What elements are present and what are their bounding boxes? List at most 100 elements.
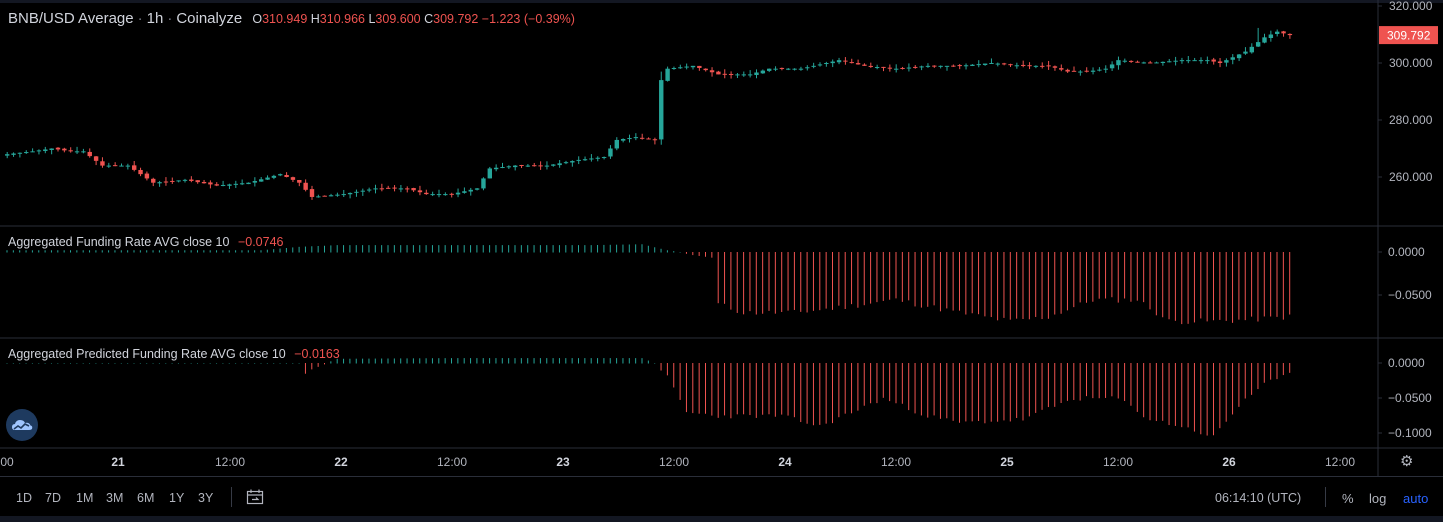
candle[interactable] [239,183,245,185]
candle[interactable] [1148,62,1153,64]
candle[interactable] [1122,60,1127,62]
candle[interactable] [684,66,689,68]
candle[interactable] [906,67,912,69]
candle[interactable] [1211,59,1216,62]
candle[interactable] [1275,31,1280,34]
range-3m-button[interactable]: 3M [106,491,124,505]
range-1y-button[interactable]: 1Y [169,491,185,505]
candle[interactable] [1154,62,1159,64]
candle[interactable] [1001,63,1007,65]
candle[interactable] [925,65,931,67]
funding-legend[interactable]: Aggregated Funding Rate AVG close 10 −0.… [8,235,283,249]
candle[interactable] [678,67,683,69]
candle[interactable] [659,80,664,140]
candle[interactable] [817,64,823,66]
candle[interactable] [500,167,505,169]
candle[interactable] [1078,71,1083,73]
candle[interactable] [132,165,137,170]
candle[interactable] [112,165,118,167]
candle[interactable] [767,68,772,71]
candle[interactable] [1014,65,1020,67]
candle[interactable] [405,188,410,190]
candle[interactable] [1205,60,1210,62]
candle[interactable] [532,165,537,167]
candle[interactable] [938,65,943,67]
auto-scale-toggle[interactable]: auto [1403,491,1429,506]
candle[interactable] [417,190,423,193]
candle[interactable] [1255,42,1261,47]
candle[interactable] [436,194,442,196]
range-1d-button[interactable]: 1D [16,491,32,505]
candle[interactable] [747,74,753,76]
candle[interactable] [176,180,181,182]
candle[interactable] [290,177,296,180]
candle[interactable] [836,60,842,63]
candle[interactable] [525,165,531,167]
candle[interactable] [576,159,581,161]
candle[interactable] [265,177,270,180]
candle[interactable] [87,151,92,157]
candle[interactable] [1090,70,1096,72]
candle[interactable] [849,62,854,64]
range-6m-button[interactable]: 6M [137,491,155,505]
candle[interactable] [284,175,289,177]
candle[interactable] [1040,65,1045,67]
candle[interactable] [824,63,829,64]
candle[interactable] [195,180,200,183]
candle[interactable] [347,192,353,195]
candle[interactable] [582,159,588,161]
candle[interactable] [830,61,835,64]
candle[interactable] [703,68,708,71]
candle[interactable] [970,64,975,66]
candle[interactable] [1224,60,1229,63]
candle[interactable] [1097,69,1102,71]
candle[interactable] [1027,65,1032,67]
candle[interactable] [474,188,480,190]
candle[interactable] [303,182,308,190]
candle[interactable] [735,74,740,76]
candle[interactable] [786,68,791,70]
candle[interactable] [373,188,378,190]
candle[interactable] [855,63,861,65]
candle[interactable] [1008,64,1013,66]
candle[interactable] [252,180,258,183]
candle[interactable] [1065,69,1070,72]
candle[interactable] [1281,31,1286,34]
candle[interactable] [887,67,893,69]
candle[interactable] [728,73,734,75]
candle[interactable] [620,139,626,141]
candle[interactable] [182,179,188,181]
candle[interactable] [1071,70,1077,72]
funding-rate-histogram[interactable] [6,244,1291,325]
candle[interactable] [894,68,899,70]
candle[interactable] [982,63,988,65]
candles-group[interactable] [5,27,1293,200]
candle[interactable] [328,195,334,197]
candle[interactable] [932,65,937,67]
candle[interactable] [309,189,315,197]
candle[interactable] [913,66,918,68]
candle[interactable] [1198,60,1204,62]
candle[interactable] [544,165,550,167]
candle[interactable] [513,165,518,168]
candle[interactable] [1084,70,1089,72]
candle[interactable] [468,189,473,192]
predicted-legend[interactable]: Aggregated Predicted Funding Rate AVG cl… [8,347,340,361]
utc-clock[interactable]: 06:14:10 (UTC) [1215,491,1302,505]
interval-label[interactable]: 1h [146,10,164,27]
candle[interactable] [1287,33,1293,36]
candle[interactable] [1268,34,1274,39]
candle[interactable] [100,161,105,166]
candle[interactable] [430,194,435,196]
candle[interactable] [1052,66,1058,68]
settings-gear-icon[interactable]: ⚙ [1400,453,1414,470]
candle[interactable] [11,153,16,155]
candle[interactable] [989,63,994,64]
candle[interactable] [316,196,321,198]
candle[interactable] [1059,68,1064,70]
candle[interactable] [443,194,448,196]
candle[interactable] [551,164,556,166]
range-7d-button[interactable]: 7D [45,491,61,505]
candle[interactable] [233,183,238,185]
candle[interactable] [570,161,575,163]
